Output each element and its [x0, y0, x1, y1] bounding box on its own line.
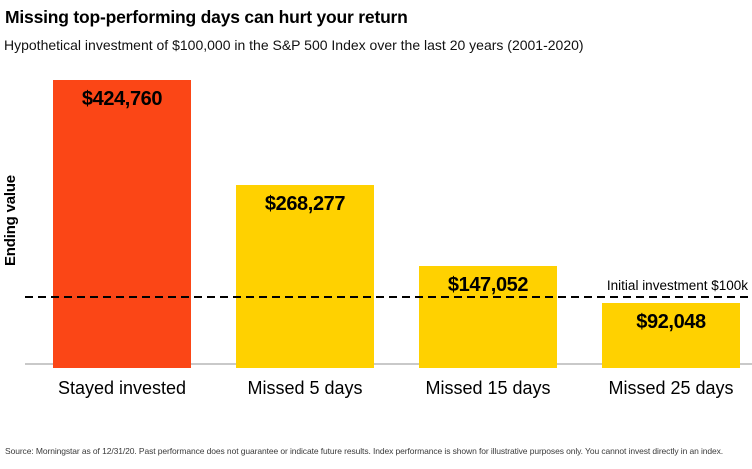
y-axis-label: Ending value	[2, 175, 19, 267]
bar-chart: Ending value $424,760 $268,277 $147,052 …	[0, 68, 752, 398]
bar-value-label: $268,277	[264, 193, 346, 215]
bar-missed-25-days: $92,048	[602, 303, 740, 368]
category-label-missed-5-days: Missed 5 days	[247, 378, 363, 398]
x-axis-line	[25, 363, 752, 365]
category-label-missed-15-days: Missed 15 days	[425, 378, 551, 398]
chart-subtitle: Hypothetical investment of $100,000 in t…	[4, 37, 584, 53]
bar-missed-15-days: $147,052	[419, 266, 557, 368]
category-label-stayed-invested: Stayed invested	[57, 378, 187, 398]
category-label-missed-25-days: Missed 25 days	[608, 378, 734, 398]
initial-investment-label: Initial investment $100k	[606, 278, 748, 293]
source-disclaimer: Source: Morningstar as of 12/31/20. Past…	[5, 446, 724, 456]
page-title: Missing top-performing days can hurt you…	[5, 7, 408, 27]
initial-investment-reference-line	[25, 296, 752, 298]
bar-value-label: $147,052	[447, 274, 529, 296]
bar-value-label: $424,760	[81, 88, 163, 110]
bar-stayed-invested: $424,760	[53, 80, 191, 368]
bar-missed-5-days: $268,277	[236, 185, 374, 368]
bar-value-label: $92,048	[636, 311, 706, 333]
